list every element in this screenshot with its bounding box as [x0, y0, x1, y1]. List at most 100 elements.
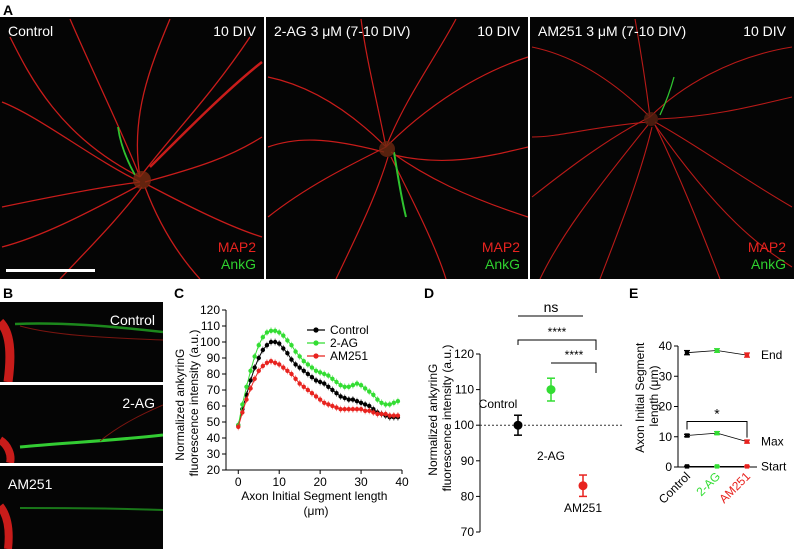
- d-y-tick-label: 80: [461, 489, 475, 503]
- c-data-point: [305, 362, 311, 367]
- c-data-point: [338, 383, 343, 388]
- ais-crop-am251: AM251: [0, 466, 163, 549]
- d-sig-label: ns: [544, 300, 559, 315]
- c-data-point: [322, 400, 327, 405]
- marker-map2-label: MAP2: [217, 239, 256, 255]
- panel-letter-c: C: [174, 285, 185, 301]
- ais-image-am251: [0, 503, 163, 549]
- c-data-point: [322, 381, 327, 386]
- c-data-point: [277, 330, 282, 335]
- d-point-label: 2-AG: [537, 449, 565, 463]
- c-data-point: [358, 400, 364, 405]
- c-data-point: [281, 333, 286, 338]
- c-data-point: [256, 343, 261, 348]
- d-point-label: AM251: [564, 501, 602, 515]
- scale-bar: [6, 269, 95, 272]
- c-data-point: [330, 376, 335, 381]
- c-data-point: [285, 338, 290, 343]
- c-data-point: [338, 407, 343, 412]
- ais-crop-control: Control: [0, 302, 163, 382]
- e-x-tick-label: Control: [656, 469, 693, 506]
- c-data-point: [240, 410, 245, 415]
- c-y-tick-label: 30: [207, 447, 221, 461]
- c-data-point: [248, 368, 253, 373]
- c-data-point: [289, 343, 294, 348]
- marker-map2-label: MAP2: [747, 239, 786, 255]
- d-data-point: [513, 420, 523, 430]
- c-data-point: [354, 381, 360, 386]
- d-y-tick-label: 70: [461, 525, 475, 536]
- c-data-point: [252, 365, 257, 370]
- c-data-point: [350, 397, 356, 402]
- c-data-point: [317, 397, 323, 402]
- c-y-tick-label: 60: [207, 399, 221, 413]
- c-data-point: [358, 383, 364, 388]
- e-data-point: [714, 464, 720, 469]
- d-y-axis-label: Normalized ankyrinG fluorescence intensi…: [426, 345, 454, 492]
- c-data-point: [362, 402, 368, 407]
- e-series-max: Max: [684, 430, 784, 449]
- marker-ankg-label: AnkG: [750, 256, 786, 272]
- c-data-point: [293, 349, 298, 354]
- c-data-point: [268, 359, 274, 364]
- panel-letter-a: A: [3, 2, 14, 18]
- c-data-point: [268, 328, 274, 333]
- d-sig-label: ****: [565, 348, 584, 362]
- c-x-axis-label-line2: (μm): [304, 504, 329, 518]
- c-data-point: [317, 370, 323, 375]
- c-data-point: [350, 407, 356, 412]
- c-y-tick-label: 120: [200, 303, 220, 317]
- c-data-point: [264, 330, 270, 335]
- e-series-start: Start: [684, 459, 787, 473]
- d-y-tick-label: 100: [454, 418, 474, 432]
- c-data-point: [289, 371, 294, 377]
- c-series-2-ag: [236, 327, 401, 429]
- c-data-point: [272, 339, 278, 345]
- e-y-axis-label-line2: length (μm): [647, 366, 661, 427]
- d-data-point: [578, 481, 588, 491]
- c-data-point: [379, 400, 384, 405]
- c-data-point: [367, 403, 372, 409]
- c-y-tick-label: 80: [207, 367, 221, 381]
- e-x-tick-label: AM251: [716, 469, 753, 506]
- c-y-tick-label: 20: [207, 463, 221, 477]
- panel-letter-e: E: [629, 285, 639, 301]
- c-data-point: [383, 411, 388, 417]
- c-data-point: [391, 413, 397, 418]
- c-data-point: [264, 360, 270, 365]
- c-data-point: [256, 355, 261, 361]
- d-sig-bracket: [517, 339, 597, 350]
- e-data-point: [684, 433, 690, 438]
- c-series-am251: [236, 357, 401, 431]
- crop-label: 2-AG: [122, 395, 155, 411]
- neuron-image-control: [1, 18, 263, 279]
- c-data-point: [342, 384, 347, 389]
- c-legend-label: AM251: [330, 349, 368, 363]
- c-data-point: [305, 387, 311, 393]
- c-data-point: [342, 395, 347, 401]
- e-data-point: [714, 348, 720, 353]
- c-x-tick-label: 10: [273, 475, 287, 489]
- c-legend-marker: [313, 353, 319, 359]
- c-data-point: [260, 347, 266, 353]
- c-data-point: [322, 371, 327, 377]
- c-data-point: [371, 410, 376, 415]
- c-data-point: [293, 376, 298, 381]
- c-x-axis-label: Axon Initial Segment length (μm): [241, 489, 390, 518]
- chart-c: Normalized ankyrinG fluorescence intensi…: [174, 303, 409, 518]
- d-y-tick-label: 120: [454, 347, 474, 361]
- e-data-point: [714, 430, 720, 436]
- c-data-point: [387, 402, 392, 407]
- c-data-point: [301, 368, 306, 373]
- c-data-point: [256, 368, 261, 373]
- c-data-point: [248, 378, 253, 383]
- e-y-tick-label: 10: [659, 430, 673, 444]
- micrograph-control: Control 10 DIV MAP2 AnkG: [0, 17, 264, 279]
- d-y-axis-label-line1: Normalized ankyrinG: [426, 364, 440, 476]
- e-y-tick-label: 30: [659, 369, 673, 383]
- c-data-point: [346, 384, 351, 389]
- c-data-point: [383, 402, 388, 407]
- ais-image-control: [0, 318, 163, 382]
- c-data-point: [264, 343, 270, 348]
- e-series-end: End: [684, 348, 782, 362]
